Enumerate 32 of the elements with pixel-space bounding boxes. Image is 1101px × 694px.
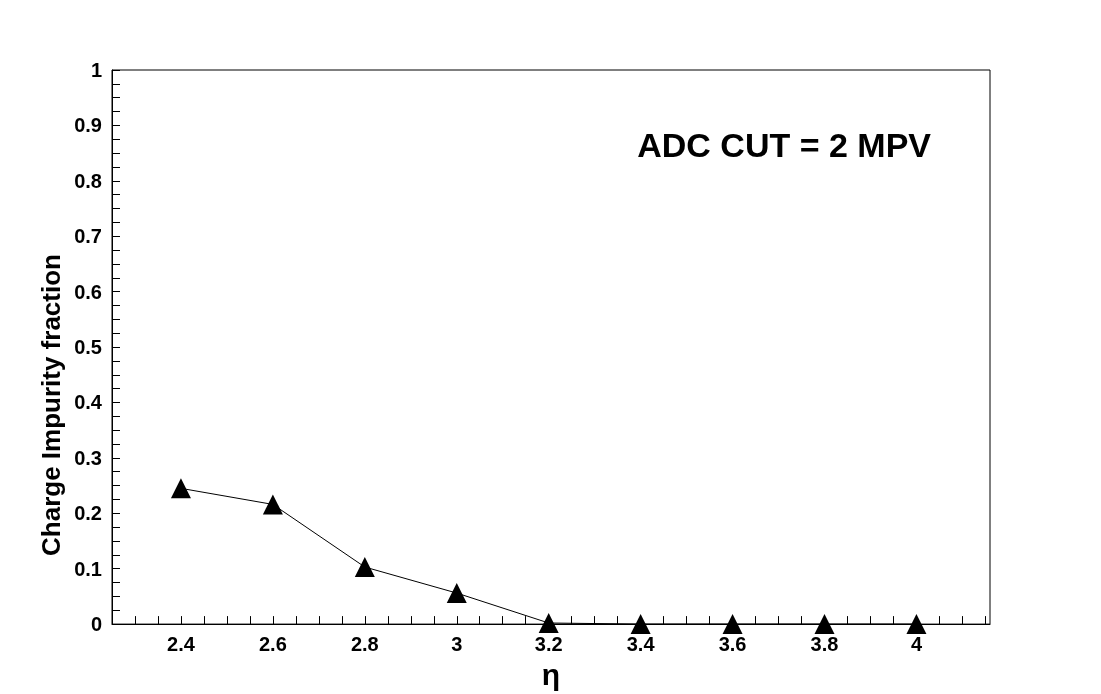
annotation: ADC CUT = 2 MPV bbox=[637, 126, 932, 164]
y-tick-label: 0.8 bbox=[74, 169, 102, 192]
x-tick-label: 3.4 bbox=[626, 633, 656, 656]
y-tick-label: 0 bbox=[90, 613, 102, 636]
point bbox=[722, 614, 743, 635]
y-tick-label: 0.6 bbox=[74, 280, 102, 303]
point bbox=[170, 478, 191, 499]
x-tick-label: 2.6 bbox=[258, 633, 287, 656]
y-tick-label: 0.4 bbox=[74, 391, 103, 414]
y-tick-label: 0.7 bbox=[74, 225, 102, 248]
x-tick-label: 3.8 bbox=[810, 633, 839, 656]
point bbox=[354, 557, 375, 578]
y-tick-label: 0.1 bbox=[74, 557, 102, 580]
y-tick-label: 0.2 bbox=[74, 502, 102, 525]
x-tick-label: 3.6 bbox=[718, 633, 747, 656]
x-tick-label: 3.2 bbox=[534, 633, 563, 656]
y-tick-label: 0.9 bbox=[74, 114, 102, 137]
y-tick-label: 0.3 bbox=[74, 446, 102, 469]
y-tick-label: 0.5 bbox=[74, 336, 102, 359]
x-tick-label: 3 bbox=[451, 633, 463, 656]
y-axis-title: Charge Impurity fraction bbox=[36, 254, 66, 556]
y-tick-label: 1 bbox=[90, 59, 102, 81]
point bbox=[630, 614, 651, 635]
x-tick-label: 2.4 bbox=[167, 633, 196, 656]
x-tick-label: 4 bbox=[910, 633, 923, 656]
point bbox=[446, 583, 467, 604]
x-axis-title: η bbox=[541, 657, 561, 691]
point bbox=[538, 612, 559, 633]
point bbox=[262, 494, 283, 515]
point bbox=[906, 614, 927, 635]
point bbox=[814, 614, 835, 635]
x-tick-label: 2.8 bbox=[350, 633, 379, 656]
